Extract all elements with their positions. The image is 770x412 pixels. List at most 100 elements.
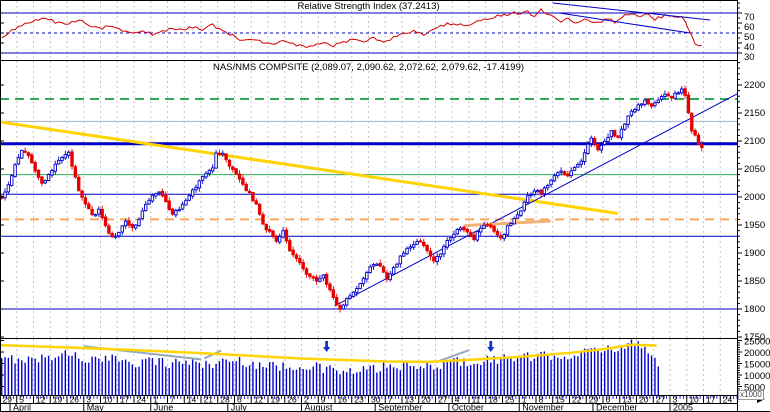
- candle-body: [489, 224, 493, 228]
- volume-bar: [11, 355, 13, 395]
- volume-bars[interactable]: [0, 339, 659, 396]
- volume-ma-line[interactable]: [0, 343, 657, 364]
- candle-body: [529, 193, 533, 197]
- candle-body: [566, 173, 570, 177]
- week-label: 18: [488, 395, 498, 405]
- volume-bar: [547, 354, 549, 395]
- volume-bar: [265, 367, 268, 395]
- candle-body: [160, 190, 165, 197]
- volume-bar: [248, 365, 251, 395]
- volume-bar: [597, 349, 599, 395]
- volume-bar: [620, 347, 623, 395]
- volume-bar: [433, 369, 435, 395]
- volume-bar: [650, 355, 653, 395]
- volume-bar: [480, 365, 482, 395]
- candle-body: [619, 128, 624, 139]
- candle-body: [690, 112, 694, 132]
- candle-body: [291, 249, 295, 256]
- candle-body: [73, 166, 78, 178]
- axis-tick-label: 1750: [744, 332, 765, 343]
- volume-bar: [607, 345, 609, 395]
- candle-body: [576, 163, 580, 168]
- candle-body: [686, 94, 691, 114]
- volume-bar: [406, 360, 408, 395]
- candle-body: [331, 289, 336, 298]
- short-support-peach[interactable]: [464, 219, 551, 228]
- candle-body: [113, 235, 118, 238]
- candle-body: [211, 167, 215, 172]
- volume-bar: [222, 358, 224, 395]
- month-label: November: [522, 403, 564, 412]
- volume-bar: [640, 348, 643, 395]
- volume-bar: [61, 353, 63, 395]
- volume-bar: [493, 356, 495, 395]
- volume-bar: [88, 362, 90, 395]
- volume-bar: [329, 365, 331, 395]
- week-label: 10: [103, 395, 113, 405]
- axis-tick-label: 2050: [744, 164, 765, 175]
- candle-body: [613, 130, 617, 137]
- candle-body: [107, 225, 111, 234]
- volume-bar: [242, 365, 244, 395]
- rsi-trendline[interactable]: [559, 12, 691, 34]
- volume-bar: [195, 361, 197, 395]
- downtrend-yellow[interactable]: [0, 120, 618, 215]
- volume-bar: [252, 361, 254, 395]
- candle-body: [127, 220, 131, 226]
- candle-body: [633, 109, 637, 113]
- week-label: 11: [472, 395, 481, 405]
- volume-bar: [590, 348, 592, 395]
- rsi-panel: [0, 1, 737, 60]
- sell-signal-arrow-icon[interactable]: [487, 341, 495, 352]
- rsi-trendline[interactable]: [552, 2, 711, 21]
- candle-body: [241, 177, 245, 185]
- candle-body: [458, 227, 463, 231]
- candle-body: [515, 214, 520, 219]
- candle-body: [338, 304, 342, 310]
- candle-body: [304, 268, 309, 275]
- sell-signal-arrow-icon[interactable]: [323, 341, 331, 352]
- volume-bar: [359, 371, 361, 395]
- candle-body: [87, 203, 91, 210]
- candle-body: [375, 263, 379, 266]
- week-label: 30: [371, 395, 381, 405]
- candle-body: [264, 223, 269, 231]
- candle-body: [110, 233, 114, 238]
- candle-body: [465, 228, 470, 233]
- volume-bar: [332, 367, 335, 395]
- candle-body: [93, 214, 98, 217]
- volume-bar: [268, 362, 271, 395]
- candle-body: [592, 137, 597, 145]
- volume-bar: [208, 363, 211, 395]
- rsi-line[interactable]: [1, 7, 702, 49]
- candle-body: [53, 163, 57, 172]
- volume-panel: [0, 339, 721, 396]
- candle-body: [666, 93, 671, 97]
- volume-bar: [510, 358, 512, 395]
- volume-bar: [587, 348, 589, 395]
- month-label: April: [13, 403, 31, 412]
- volume-bar: [526, 352, 529, 395]
- volume-bar: [560, 358, 562, 395]
- candle-body: [700, 144, 704, 149]
- candle-body: [475, 230, 480, 241]
- volume-bar: [463, 358, 465, 395]
- candlesticks[interactable]: [0, 85, 704, 313]
- volume-bar: [24, 362, 26, 395]
- volume-bar: [44, 357, 46, 395]
- candle-body: [221, 152, 225, 156]
- volume-bar: [124, 359, 127, 395]
- volume-bar: [178, 361, 180, 395]
- week-label: 4: [455, 395, 460, 405]
- volume-bar: [469, 365, 472, 395]
- candle-body: [535, 190, 540, 193]
- volume-bar: [476, 363, 479, 395]
- candle-body: [502, 233, 506, 239]
- candle-body: [271, 230, 275, 237]
- uptrend-blue[interactable]: [334, 93, 737, 307]
- volume-bar: [352, 373, 355, 395]
- candle-body: [586, 143, 590, 154]
- volume-bar: [486, 355, 489, 395]
